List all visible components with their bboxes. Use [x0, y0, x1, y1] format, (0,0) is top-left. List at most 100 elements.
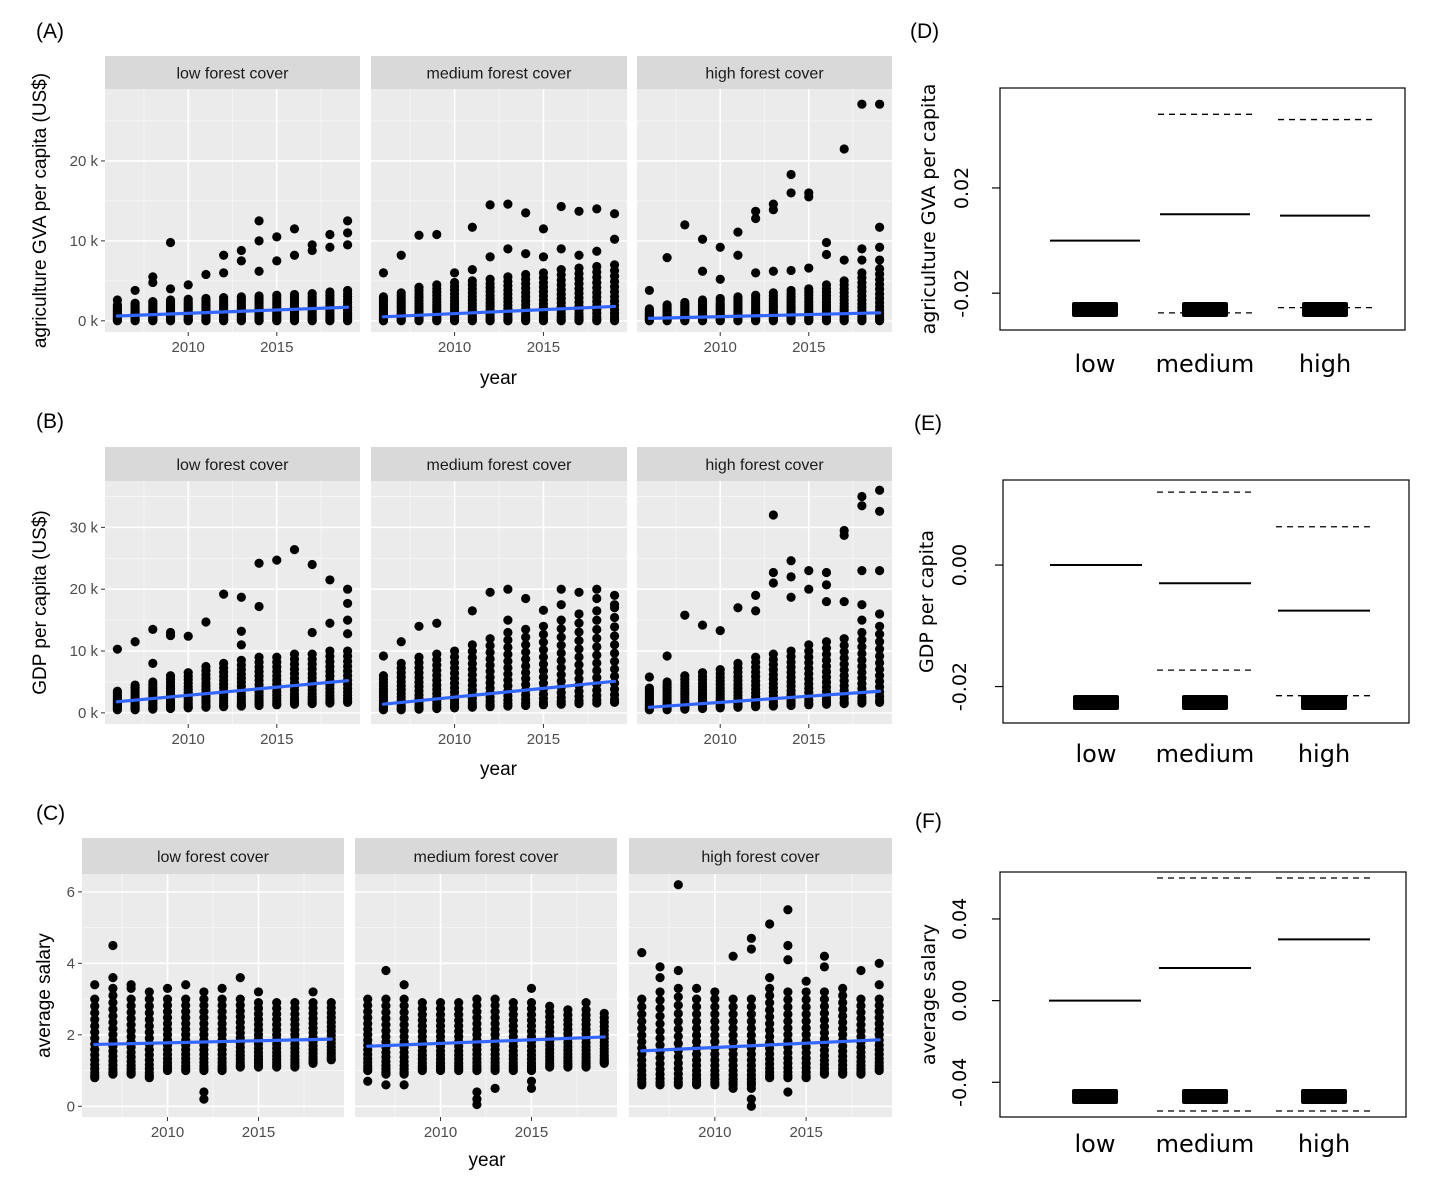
- data-point: [526, 1076, 537, 1086]
- data-point: [326, 998, 336, 1008]
- data-point: [857, 627, 867, 638]
- data-point: [765, 983, 775, 993]
- data-point: [526, 998, 537, 1008]
- data-point: [728, 994, 738, 1004]
- facet-strip: [105, 447, 360, 481]
- data-point: [857, 99, 867, 109]
- data-point: [254, 652, 264, 662]
- x-tick-label: 2015: [527, 731, 560, 748]
- data-point: [108, 1017, 118, 1027]
- data-point: [691, 1009, 702, 1019]
- data-point: [728, 1037, 738, 1047]
- data-point: [343, 228, 353, 238]
- data-point: [765, 1025, 775, 1035]
- data-point: [874, 1000, 884, 1011]
- data-point: [503, 663, 513, 673]
- x-tick-label: 2010: [704, 731, 737, 748]
- data-point: [857, 244, 867, 254]
- panel-label-A: (A): [36, 20, 64, 43]
- facet-C-1: low forest cover 2010 2015 0 2 4 6: [67, 838, 344, 1141]
- data-point: [751, 268, 761, 278]
- baseline-marker: [1072, 1089, 1118, 1104]
- data-point: [838, 1011, 848, 1021]
- data-point: [838, 983, 848, 993]
- data-point: [644, 304, 654, 314]
- data-point: [746, 1009, 756, 1019]
- data-point: [875, 264, 885, 274]
- data-point: [819, 1015, 830, 1025]
- data-point: [343, 240, 353, 250]
- data-point: [574, 636, 584, 646]
- data-point: [503, 642, 513, 652]
- data-point: [485, 274, 495, 284]
- data-point: [801, 1009, 811, 1019]
- data-point: [253, 998, 264, 1008]
- data-point: [199, 1000, 209, 1011]
- data-point: [399, 980, 409, 990]
- data-point: [644, 683, 654, 693]
- data-point: [199, 1087, 209, 1097]
- data-point: [126, 1007, 136, 1017]
- data-point: [485, 660, 495, 670]
- data-point: [307, 627, 317, 638]
- data-point: [768, 288, 778, 298]
- data-point: [609, 648, 620, 658]
- data-point: [381, 965, 391, 976]
- data-point: [783, 955, 793, 965]
- data-point: [768, 649, 778, 659]
- data-point: [728, 1009, 738, 1019]
- data-point: [538, 268, 549, 278]
- data-point: [381, 1001, 391, 1011]
- data-point: [609, 600, 620, 610]
- data-point: [768, 266, 778, 276]
- y-axis-title: agriculture GVA per capita (US$): [30, 73, 51, 348]
- data-point: [343, 285, 353, 296]
- data-point: [574, 609, 584, 619]
- data-point: [449, 268, 460, 278]
- data-point: [592, 204, 602, 214]
- data-point: [875, 566, 885, 576]
- data-point: [485, 634, 495, 644]
- data-point: [574, 644, 584, 654]
- data-point: [609, 640, 620, 650]
- data-point: [289, 289, 300, 300]
- data-point: [697, 234, 708, 244]
- data-point: [857, 255, 867, 265]
- data-point: [819, 951, 830, 961]
- y-axis-title: GDP per capita: [916, 530, 938, 673]
- data-point: [715, 242, 725, 252]
- data-point: [751, 590, 761, 600]
- scatter-row-A: (A) low forest cover 2010 2015 0 k 10 k 20 k me…: [30, 20, 892, 389]
- data-point: [90, 980, 100, 990]
- facet-strip-label: medium forest cover: [414, 849, 560, 866]
- data-point: [108, 973, 118, 983]
- data-point: [399, 1013, 409, 1024]
- data-point: [637, 1002, 647, 1012]
- data-point: [162, 1000, 173, 1011]
- scatter-row-B: (B) low forest cover 2010 2015 0 k 10 k 20 k 30…: [30, 410, 892, 780]
- panel-label-C: (C): [36, 802, 65, 825]
- data-point: [875, 99, 885, 109]
- facet-strip-label: high forest cover: [705, 66, 824, 83]
- facet-strip: [371, 447, 627, 481]
- x-tick-label: 2015: [242, 1124, 275, 1141]
- data-point: [786, 572, 796, 582]
- data-point: [609, 612, 620, 623]
- data-point: [432, 618, 442, 628]
- data-point: [289, 224, 300, 234]
- data-point: [592, 606, 602, 616]
- y-tick-label: 30 k: [70, 519, 99, 536]
- data-point: [308, 987, 318, 997]
- data-point: [856, 1007, 866, 1017]
- data-point: [399, 1080, 409, 1090]
- data-point: [644, 672, 654, 682]
- data-point: [804, 584, 814, 594]
- data-point: [144, 1014, 154, 1025]
- y-tick-label: 20 k: [70, 581, 99, 598]
- facet-strip: [629, 838, 892, 874]
- data-point: [655, 1033, 665, 1043]
- data-point: [673, 1016, 683, 1026]
- data-point: [236, 292, 246, 302]
- data-point: [108, 997, 118, 1008]
- data-point: [503, 669, 513, 679]
